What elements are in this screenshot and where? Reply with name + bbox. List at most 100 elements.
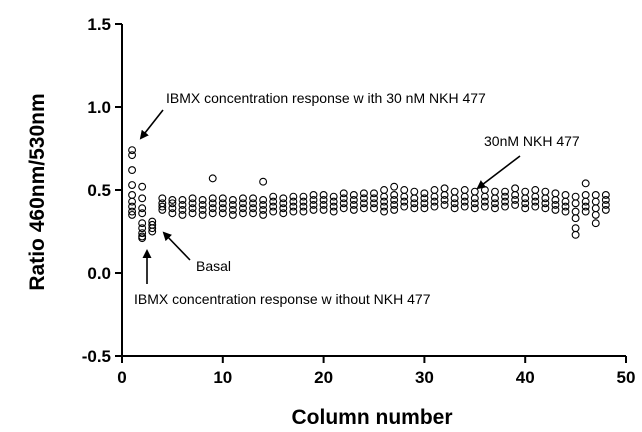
data-point — [511, 200, 520, 209]
data-point — [299, 192, 308, 201]
x-tick-label: 10 — [213, 368, 232, 387]
annotation-arrow-30nm-nkh — [476, 155, 521, 190]
data-point — [319, 205, 328, 214]
data-point — [420, 189, 429, 198]
y-tick-label: -0.5 — [82, 347, 111, 366]
data-point — [410, 204, 419, 213]
data-point — [138, 229, 147, 238]
data-point — [571, 230, 580, 239]
data-point — [249, 194, 257, 203]
data-point — [430, 192, 439, 201]
data-point — [269, 202, 278, 211]
data-point — [511, 184, 520, 193]
data-point — [158, 202, 167, 211]
data-point — [208, 204, 217, 213]
data-point — [138, 219, 147, 228]
data-point — [168, 199, 177, 208]
data-point — [208, 199, 217, 208]
data-point — [239, 194, 247, 203]
data-point — [239, 209, 247, 218]
data-point — [561, 202, 570, 211]
data-point — [349, 200, 358, 209]
data-point — [380, 197, 389, 206]
data-point — [521, 199, 530, 208]
data-point — [339, 199, 348, 208]
data-point — [480, 186, 489, 194]
data-point — [319, 200, 328, 209]
data-point — [470, 194, 479, 203]
data-point — [138, 204, 147, 213]
data-point — [138, 194, 147, 203]
data-point — [138, 182, 147, 191]
data-point — [128, 210, 137, 219]
annotation-arrow-ibmx-with-nkh — [139, 109, 164, 140]
data-point — [239, 199, 247, 208]
data-point — [289, 197, 298, 206]
data-point — [561, 191, 570, 199]
data-point — [571, 207, 580, 216]
data-point — [259, 205, 268, 214]
data-point — [359, 189, 368, 198]
data-point — [148, 227, 157, 236]
data-point — [259, 200, 268, 209]
axis-ticks: 0 10 20 30 40 50 -0.5 0.0 0.5 1.0 1.5 — [82, 15, 636, 387]
data-point — [289, 192, 298, 201]
data-point — [370, 189, 378, 198]
data-point — [370, 199, 378, 208]
data-point — [400, 192, 409, 201]
data-point — [581, 202, 590, 211]
data-point — [561, 207, 570, 216]
data-point — [349, 196, 358, 204]
data-point — [400, 202, 409, 211]
data-point — [178, 196, 187, 204]
data-point — [591, 204, 600, 213]
data-point — [148, 224, 157, 233]
data-point — [349, 191, 358, 199]
data-point — [339, 189, 348, 198]
data-point — [380, 202, 389, 211]
data-point — [249, 209, 257, 218]
annotation-30nm-nkh: 30nM NKH 477 — [484, 133, 580, 149]
data-point — [309, 191, 318, 199]
data-point — [491, 204, 499, 213]
data-point — [581, 191, 590, 199]
data-point — [158, 205, 167, 214]
data-point — [138, 234, 147, 243]
data-point — [309, 205, 318, 214]
data-point — [359, 194, 368, 203]
data-point — [601, 196, 610, 204]
data-point — [430, 197, 439, 206]
annotation-arrow-basal — [162, 231, 191, 261]
data-point — [128, 181, 137, 189]
data-point — [581, 207, 590, 216]
data-point — [571, 214, 580, 223]
data-point — [279, 204, 288, 213]
data-point — [228, 200, 237, 209]
x-tick-label: 50 — [617, 368, 636, 387]
data-point — [198, 200, 207, 209]
data-point — [601, 200, 610, 209]
data-point — [339, 194, 348, 203]
data-point — [380, 192, 389, 201]
data-point — [430, 186, 439, 194]
data-point — [571, 224, 580, 233]
data-point — [410, 187, 419, 196]
data-point — [218, 194, 227, 203]
data-point — [309, 196, 318, 204]
data-point — [128, 207, 137, 216]
data-point — [591, 210, 600, 219]
data-point — [279, 209, 288, 218]
data-point — [571, 192, 580, 201]
data-point — [470, 199, 479, 208]
data-point — [178, 210, 187, 219]
data-point — [511, 196, 520, 204]
data-point — [400, 197, 409, 206]
data-point — [541, 199, 550, 208]
data-point — [249, 199, 257, 208]
x-tick-label: 20 — [314, 368, 333, 387]
data-point — [460, 202, 469, 211]
data-point — [198, 210, 207, 219]
data-point — [491, 187, 499, 196]
x-tick-label: 0 — [117, 368, 126, 387]
data-point — [370, 204, 378, 213]
